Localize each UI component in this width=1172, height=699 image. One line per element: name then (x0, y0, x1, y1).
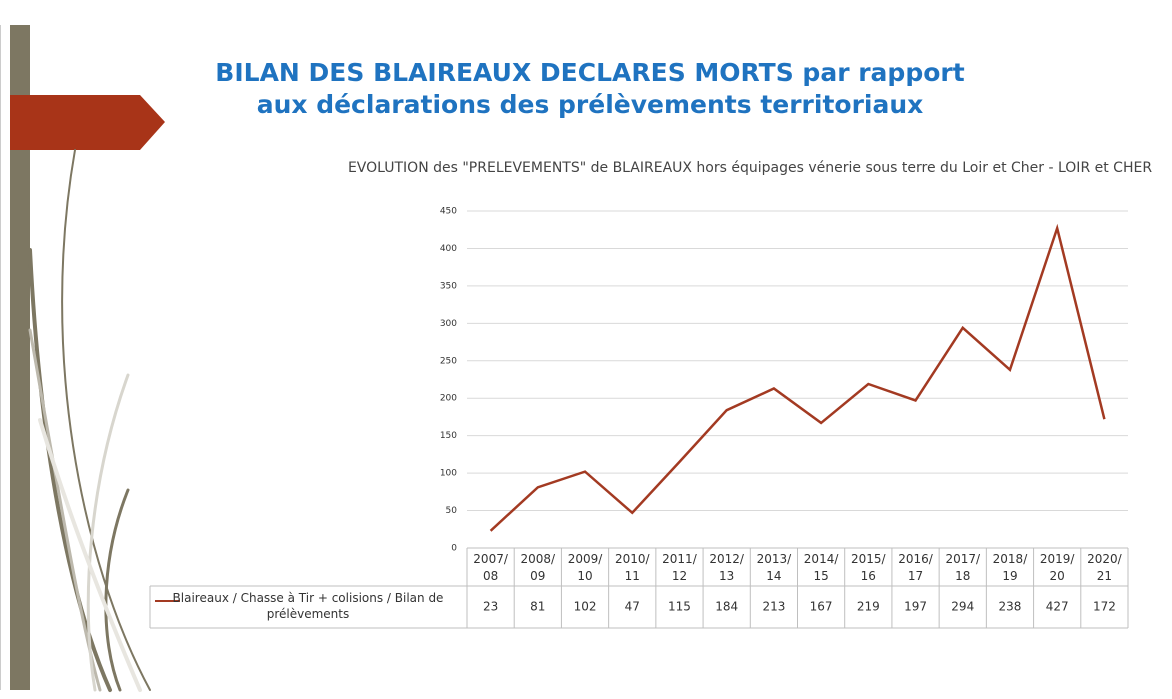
x-tick-label: 2020/21 (1087, 552, 1123, 583)
chart-title: EVOLUTION des "PRELEVEMENTS" de BLAIREAU… (330, 158, 1170, 178)
legend-label: Blaireaux / Chasse à Tir + colisions / B… (152, 590, 464, 622)
x-tick-label: 2018/19 (993, 552, 1029, 583)
x-tick-label: 2019/20 (1040, 552, 1076, 583)
x-tick-label: 2011/12 (662, 552, 698, 583)
table-value: 167 (810, 600, 833, 614)
series-line (491, 228, 1105, 531)
table-value: 47 (625, 600, 640, 614)
x-tick-label: 2012/13 (709, 552, 745, 583)
table-value: 197 (904, 600, 927, 614)
page: 0 50 100 150 200 250 300 350 400 450 2007/08 23 2008… (0, 0, 1172, 699)
table-value: 81 (530, 600, 545, 614)
x-tick-label: 2009/10 (568, 552, 604, 583)
x-tick-label: 2010/11 (615, 552, 651, 583)
decor-curves (30, 150, 150, 690)
x-tick-label: 2013/14 (757, 552, 793, 583)
x-tick-label: 2007/08 (473, 552, 509, 583)
x-tick-label: 2017/18 (945, 552, 981, 583)
slide-title: BILAN DES BLAIREAUX DECLARES MORTS par r… (150, 58, 1030, 88)
y-tick-label: 0 (451, 544, 457, 554)
x-tick-label: 2016/17 (898, 552, 934, 583)
table-value: 184 (715, 600, 738, 614)
table-value: 172 (1093, 600, 1116, 614)
table-value: 219 (857, 600, 880, 614)
table-value: 23 (483, 600, 498, 614)
x-tick-label: 2014/15 (804, 552, 840, 583)
y-tick-label: 150 (440, 431, 457, 441)
arrow-shape (10, 95, 165, 150)
y-tick-label: 400 (440, 244, 457, 254)
y-tick-label: 200 (440, 394, 457, 404)
table-value: 102 (574, 600, 597, 614)
table-value: 427 (1046, 600, 1069, 614)
table-value: 294 (951, 600, 974, 614)
x-tick-label: 2015/16 (851, 552, 887, 583)
table-value: 115 (668, 600, 691, 614)
y-tick-label: 350 (440, 281, 457, 291)
slide-title: aux déclarations des prélèvements territ… (150, 90, 1030, 120)
y-tick-label: 450 (440, 207, 457, 217)
y-tick-label: 300 (440, 319, 457, 329)
y-tick-label: 250 (440, 356, 457, 366)
table-value: 238 (999, 600, 1022, 614)
table-value: 213 (762, 600, 785, 614)
y-tick-label: 100 (440, 469, 457, 479)
x-tick-label: 2008/09 (521, 552, 557, 583)
y-tick-label: 50 (446, 506, 458, 516)
